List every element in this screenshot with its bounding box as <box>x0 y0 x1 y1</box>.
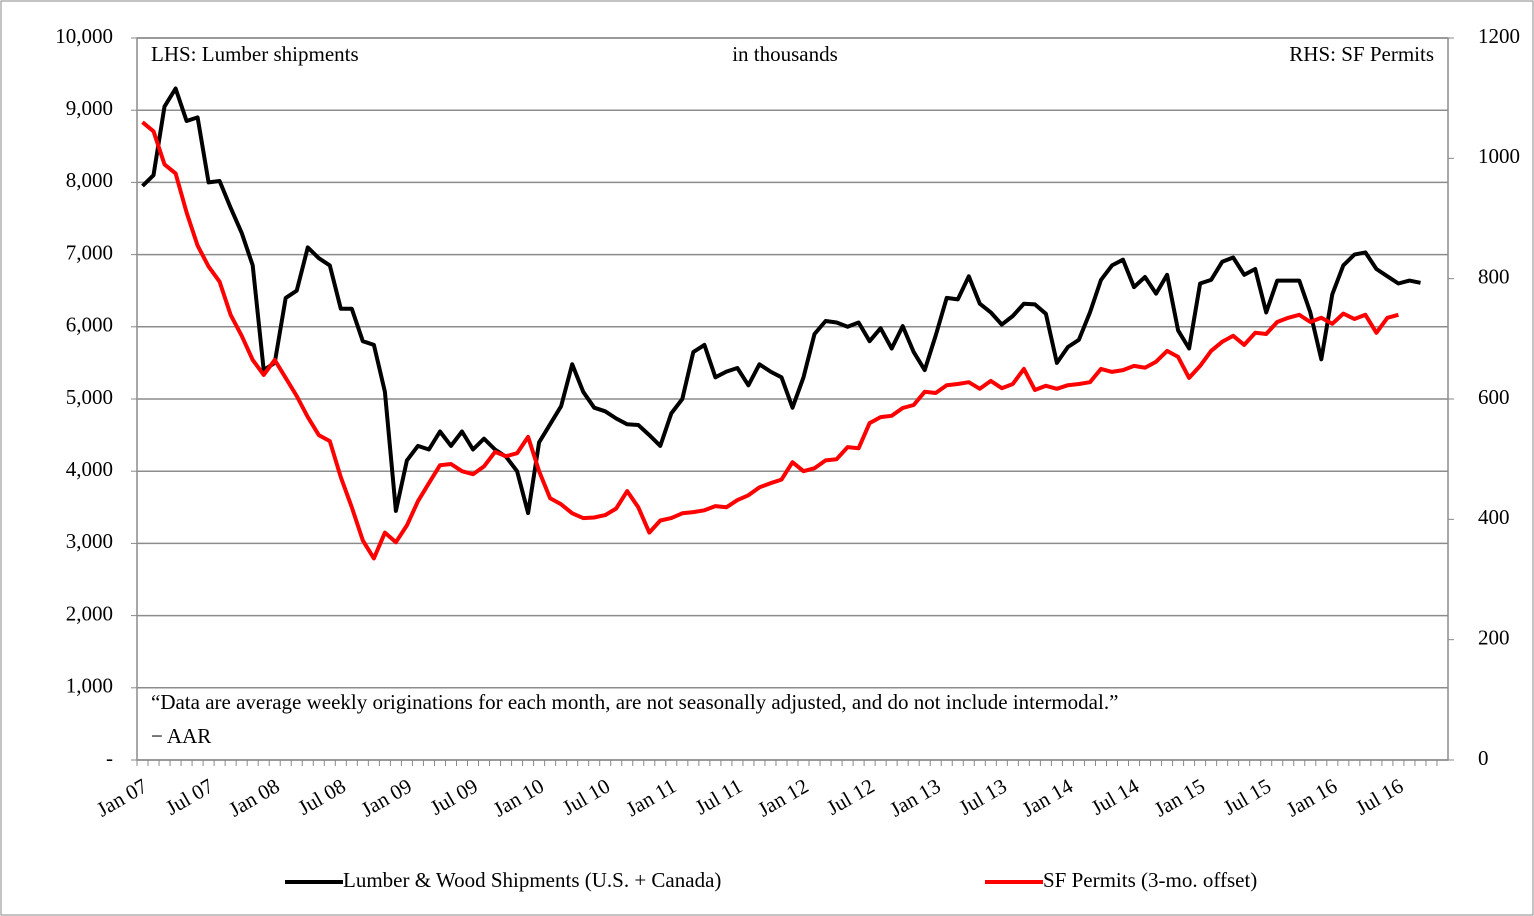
y-tick-label: 5,000 <box>66 385 113 409</box>
plot-frame <box>136 37 1449 761</box>
y2-tick-label: 200 <box>1478 625 1510 649</box>
y2-tick-label: 400 <box>1478 505 1510 529</box>
legend-label: Lumber & Wood Shipments (U.S. + Canada) <box>343 868 721 892</box>
y2-tick-label: 0 <box>1478 746 1489 770</box>
y-tick-label: 10,000 <box>55 24 113 48</box>
y-tick-label: 2,000 <box>66 601 113 625</box>
y2-tick-label: 800 <box>1478 264 1510 288</box>
y2-tick-label: 600 <box>1478 385 1510 409</box>
y-tick-label: 9,000 <box>66 96 113 120</box>
annotation: in thousands <box>732 42 838 66</box>
annotation: LHS: Lumber shipments <box>151 42 359 66</box>
series-line <box>141 120 1399 561</box>
y-tick-label: 4,000 <box>66 457 113 481</box>
y2-tick-label: 1000 <box>1478 144 1520 168</box>
y-tick-label: 8,000 <box>66 168 113 192</box>
y-tick-label: 6,000 <box>66 313 113 337</box>
series-line <box>141 86 1421 516</box>
y2-tick-label: 1200 <box>1478 24 1520 48</box>
legend-label: SF Permits (3-mo. offset) <box>1043 868 1257 892</box>
annotation: − AAR <box>151 724 211 748</box>
y-tick-label: 3,000 <box>66 529 113 553</box>
annotation: “Data are average weekly originations fo… <box>151 690 1118 714</box>
y-tick-label: 1,000 <box>66 674 113 698</box>
annotation: RHS: SF Permits <box>1289 42 1434 66</box>
y-tick-label: 7,000 <box>66 240 113 264</box>
y-tick-label: - <box>106 746 113 770</box>
